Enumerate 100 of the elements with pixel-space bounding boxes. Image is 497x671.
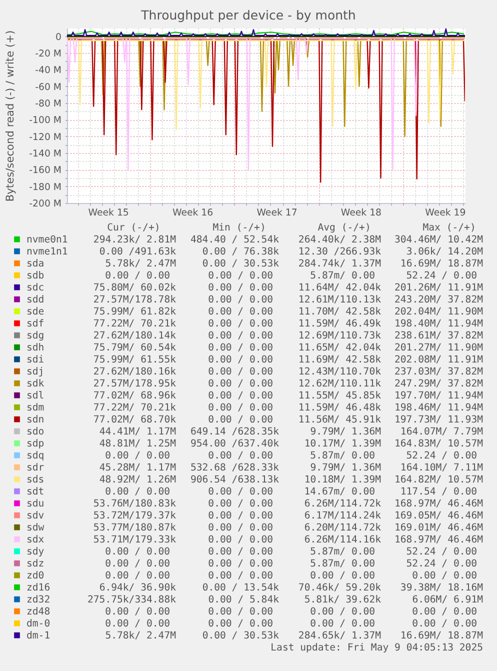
text: 44.41M/ 1.17M — [99, 426, 176, 438]
legend-label: sdt — [26, 486, 44, 498]
legend-label: nvme1n1 — [26, 246, 68, 258]
legend-label: sdh — [26, 342, 44, 354]
text: 5.78k/ 2.47M — [105, 258, 176, 270]
legend-label: sdc — [26, 282, 44, 294]
text: 164.07M/ 7.79M — [400, 426, 484, 438]
x-tick-label: Week 15 — [88, 208, 129, 218]
text: 201.27M/ 11.90M — [394, 342, 484, 354]
legend-label: sdz — [26, 558, 44, 570]
text: 0.00 / 0.00 — [208, 390, 274, 402]
chart-title: Throughput per device - by month — [140, 8, 356, 22]
text: 0.00 / 0.00 — [208, 378, 274, 390]
text: 52.24 / 0.00 — [406, 270, 478, 282]
text: 16.69M/ 18.87M — [400, 630, 484, 642]
text: 0.00 / 13.54k — [202, 582, 280, 594]
text: 304.46M/ 10.42M — [394, 234, 484, 246]
text: 5.87m/ 0.00 — [310, 270, 376, 282]
text: 5.87m/ 0.00 — [310, 546, 376, 558]
y-tick-label: -20 M — [35, 48, 62, 60]
legend-label: sdr — [26, 462, 44, 474]
text: 0.00 / 0.00 — [208, 342, 274, 354]
x-tick-label: Week 19 — [425, 208, 466, 218]
text: 198.40M/ 11.94M — [394, 318, 484, 330]
text: 0.00 / 76.38k — [202, 246, 280, 258]
text: 0.00 / 0.00 — [208, 606, 274, 618]
text: 284.74k/ 1.37M — [298, 258, 382, 270]
text: 649.14 /628.35k — [190, 426, 280, 438]
text: 75.80M/ 60.02k — [93, 282, 176, 294]
y-tick-label: -80 M — [35, 98, 62, 110]
text: 6.26M/114.72k — [304, 498, 382, 510]
legend-label: sdw — [26, 522, 44, 534]
text: 0.00 / 0.00 — [105, 486, 170, 498]
text: 0.00 / 0.00 — [310, 618, 376, 630]
text: 52.24 / 0.00 — [406, 546, 478, 558]
legend-label: zd48 — [26, 606, 50, 618]
legend-label: sdq — [26, 450, 44, 462]
text: 284.65k/ 1.37M — [298, 630, 382, 642]
legend-label: sdx — [26, 534, 44, 546]
text: 0.00 / 0.00 — [310, 606, 376, 618]
legend-label: sda — [26, 258, 44, 270]
text: 52.24 / 0.00 — [406, 450, 478, 462]
text: 77.22M/ 70.21k — [93, 318, 176, 330]
text: 0.00 / 0.00 — [208, 294, 274, 306]
legend-label: zd32 — [26, 594, 50, 606]
text: 53.77M/180.87k — [93, 522, 176, 534]
text: 0.00 / 0.00 — [105, 558, 170, 570]
text: 11.59M/ 46.48k — [298, 402, 382, 414]
legend-label: sds — [26, 474, 44, 486]
text: 12.69M/110.73k — [298, 330, 382, 342]
text: 0.00 / 0.00 — [208, 450, 274, 462]
text: 237.03M/ 37.82M — [394, 366, 484, 378]
legend-label: sdo — [26, 426, 44, 438]
legend-label: sdb — [26, 270, 44, 282]
text: 0.00 / 0.00 — [208, 534, 274, 546]
text: 3.06k/ 14.20M — [406, 246, 484, 258]
text: 12.62M/110.11k — [298, 378, 382, 390]
text: 27.62M/180.16k — [93, 366, 176, 378]
text: 0.00 / 0.00 — [208, 282, 274, 294]
text: 906.54 /638.13k — [190, 474, 280, 486]
text: 53.76M/180.83k — [93, 498, 176, 510]
text: Avg (-/+) — [318, 222, 371, 234]
legend-label: sdm — [26, 402, 44, 414]
legend-label: sdl — [26, 390, 44, 402]
text: 0.00 / 0.00 — [208, 366, 274, 378]
text: 27.57M/178.95k — [93, 378, 176, 390]
text: 77.02M/ 68.96k — [93, 390, 176, 402]
y-tick-label: -120 M — [29, 132, 62, 143]
text: 39.38M/ 18.16M — [400, 582, 484, 594]
legend-label: zd16 — [26, 582, 50, 594]
legend-label: zd0 — [26, 570, 44, 582]
text: 5.81k/ 39.62k — [304, 594, 382, 606]
y-tick-label: -40 M — [35, 65, 62, 76]
text: 0.00 / 0.00 — [105, 570, 170, 582]
legend-label: sdj — [26, 366, 44, 378]
text: 484.40 / 52.54k — [190, 234, 280, 246]
text: 70.46k/ 59.20k — [298, 582, 382, 594]
text: 0.00 / 0.00 — [412, 618, 478, 630]
text: 0.00 / 0.00 — [105, 618, 170, 630]
text: 75.99M/ 61.82k — [93, 306, 176, 318]
text: 0.00 / 30.53k — [202, 630, 280, 642]
text: 10.17M/ 1.39M — [304, 438, 382, 450]
text: 45.28M/ 1.17M — [99, 462, 176, 474]
text: 48.81M/ 1.25M — [99, 438, 176, 450]
text: 0.00 / 0.00 — [208, 402, 274, 414]
text: 0.00 / 0.00 — [105, 270, 170, 282]
y-axis-title: Bytes/second read (-) / write (+) — [4, 30, 16, 202]
legend-label: sdy — [26, 546, 44, 558]
text: 10.18M/ 1.39M — [304, 474, 382, 486]
text: 168.97M/ 46.46M — [394, 534, 484, 546]
text: 197.70M/ 11.94M — [394, 390, 484, 402]
text: 6.17M/114.24k — [304, 510, 382, 522]
legend-label: sdd — [26, 294, 44, 306]
text: 264.40k/ 2.38M — [298, 234, 382, 246]
line-series — [67, 28, 465, 36]
text: 53.72M/179.37k — [93, 510, 176, 522]
legend-label: sdk — [26, 378, 44, 390]
x-tick-label: Week 16 — [172, 208, 214, 218]
text: 164.82M/ 10.57M — [394, 474, 484, 486]
text: 6.26M/114.16k — [304, 534, 382, 546]
